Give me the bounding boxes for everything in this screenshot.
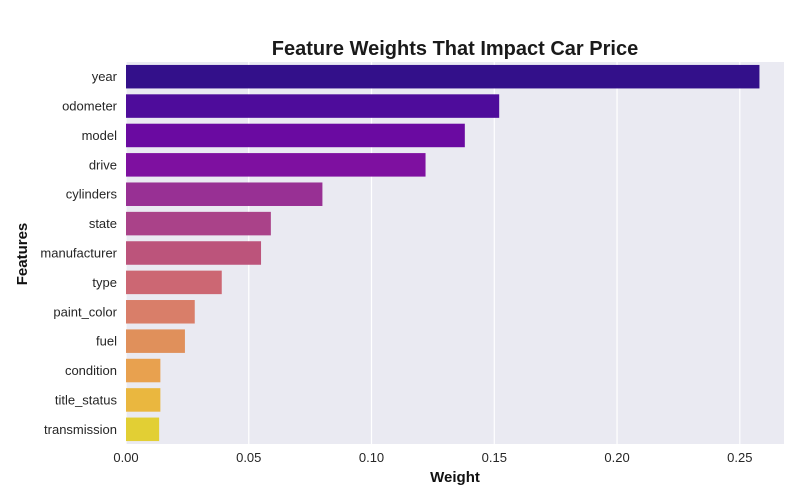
chart-title: Feature Weights That Impact Car Price <box>272 38 638 60</box>
bar-manufacturer <box>126 241 262 265</box>
y-tick-label: condition <box>65 363 117 378</box>
x-axis-label: Weight <box>430 469 480 486</box>
bar-fuel <box>126 329 185 353</box>
y-tick-label: title_status <box>55 392 118 407</box>
y-tick-label: transmission <box>44 422 117 437</box>
y-tick-label: drive <box>89 157 117 172</box>
bar-paint-color <box>126 300 195 324</box>
bar-state <box>126 211 271 236</box>
x-tick-label: 0.10 <box>359 450 384 465</box>
y-tick-label: cylinders <box>66 187 118 202</box>
bars <box>126 64 760 442</box>
y-tick-label: odometer <box>62 99 118 114</box>
x-tick-label: 0.05 <box>236 450 261 465</box>
x-tick-label: 0.20 <box>604 450 629 465</box>
y-tick-label: paint_color <box>53 304 117 319</box>
y-tick-label: manufacturer <box>40 246 117 261</box>
bar-transmission <box>126 417 160 442</box>
bar-year <box>126 64 760 89</box>
x-tick-label: 0.15 <box>482 450 507 465</box>
bar-title-status <box>126 388 161 412</box>
bar-drive <box>126 153 426 177</box>
x-tick-label: 0.25 <box>727 450 752 465</box>
bar-type <box>126 270 222 295</box>
bar-odometer <box>126 94 500 118</box>
y-tick-label: fuel <box>96 334 117 349</box>
x-tick-label: 0.00 <box>113 450 138 465</box>
y-tick-label: year <box>92 69 118 84</box>
y-tick-labels: year odometer model drive cylinders state manu… <box>40 69 117 437</box>
x-tick-labels: 0.00 0.05 0.10 0.15 0.20 0.25 <box>113 450 752 465</box>
bar-cylinders <box>126 182 323 206</box>
y-axis-label: Features <box>14 223 31 286</box>
y-tick-label: type <box>92 275 117 290</box>
bar-condition <box>126 358 161 383</box>
y-tick-label: state <box>89 216 117 231</box>
y-tick-label: model <box>82 128 118 143</box>
bar-model <box>126 123 465 148</box>
